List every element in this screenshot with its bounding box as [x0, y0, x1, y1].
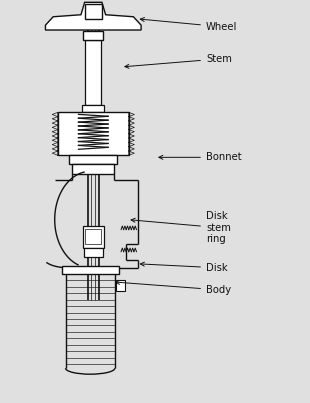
Text: Wheel: Wheel	[140, 17, 237, 32]
Bar	[85, 229, 101, 245]
Bar	[83, 226, 104, 248]
Bar	[62, 266, 119, 274]
Bar	[84, 248, 103, 257]
Text: Disk: Disk	[140, 262, 228, 273]
Bar	[58, 112, 129, 155]
Text: Bonnet: Bonnet	[159, 152, 241, 162]
Bar	[82, 105, 104, 112]
Bar	[69, 155, 117, 164]
Bar	[85, 39, 101, 105]
Polygon shape	[46, 2, 141, 30]
Bar	[117, 280, 125, 291]
Text: Stem: Stem	[125, 54, 232, 69]
Text: Disk
stem
ring: Disk stem ring	[131, 211, 231, 244]
Bar	[83, 31, 103, 39]
Bar	[85, 4, 102, 19]
Text: Body: Body	[116, 280, 231, 295]
Bar	[73, 164, 114, 174]
